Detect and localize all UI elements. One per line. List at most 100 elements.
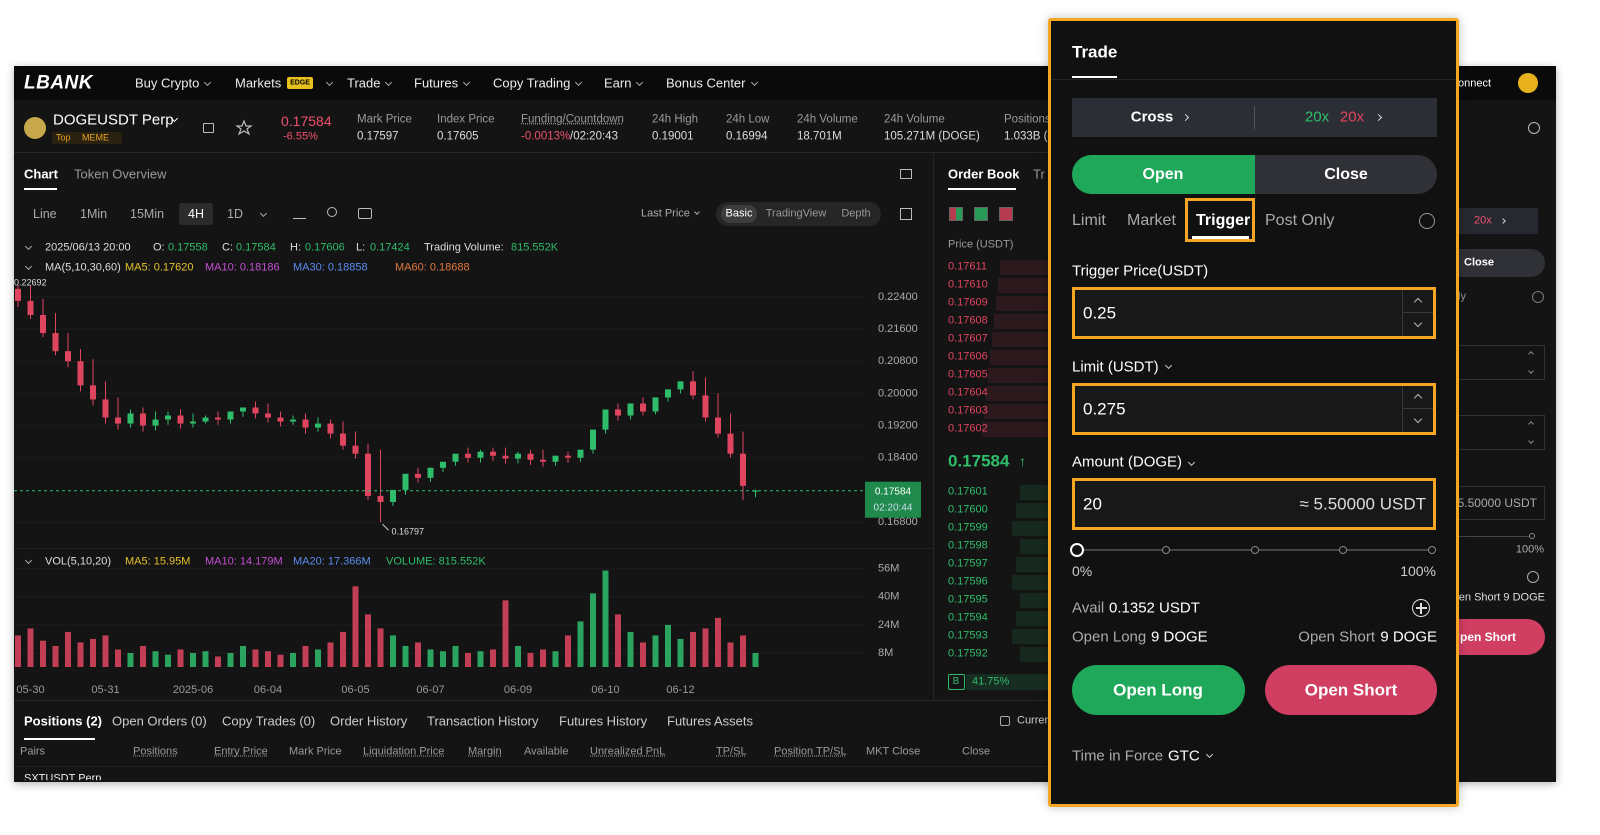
positions-tab[interactable]: Order History — [330, 713, 408, 729]
margin-mode[interactable]: Cross — [1130, 108, 1174, 126]
x-tick-label: 06-12 — [666, 684, 694, 696]
open-short-button[interactable] — [1265, 665, 1437, 715]
settings-icon — [1528, 122, 1540, 134]
column-header: Available — [524, 745, 569, 758]
positions-tab[interactable]: Transaction History — [427, 713, 539, 729]
ma-legend-item: MA30: 0.18858 — [293, 261, 368, 274]
side-close[interactable]: Close — [1324, 166, 1368, 183]
fullscreen-icon[interactable] — [900, 169, 912, 179]
drawing-icon — [327, 207, 337, 217]
interval[interactable]: 4H — [188, 206, 204, 221]
candle-body — [265, 413, 271, 418]
book-view-icon[interactable] — [949, 207, 963, 221]
chart-tab[interactable]: Token Overview — [74, 166, 167, 182]
price-source[interactable]: Last Price — [641, 207, 690, 220]
open-long-button[interactable] — [1072, 665, 1245, 715]
ratio-value: 41.75% — [972, 675, 1010, 688]
positions-tab[interactable]: Positions (2) — [24, 713, 103, 729]
bid-row-bg — [1020, 647, 1048, 662]
short-leverage[interactable]: 20x — [1339, 108, 1365, 126]
positions-tab[interactable]: Futures History — [559, 713, 648, 729]
interval[interactable]: 1D — [227, 206, 243, 221]
bid-price: 0.17600 — [948, 503, 988, 516]
volume-bar — [602, 570, 609, 667]
stat-value: 1.033B ( — [1004, 130, 1048, 143]
nav-item[interactable]: Bonus Center — [666, 75, 746, 91]
nav-item[interactable]: Trade — [347, 75, 381, 91]
tif-value[interactable]: GTC — [1168, 747, 1200, 765]
price-change: -6.55% — [283, 130, 318, 143]
candle-body — [677, 381, 684, 390]
order-type-tab[interactable]: Limit — [1072, 212, 1106, 229]
ask-row-bg — [994, 314, 1048, 329]
book-icon[interactable] — [203, 123, 214, 133]
candle-body — [740, 453, 746, 486]
order-book-tab[interactable]: Order Book — [948, 166, 1020, 182]
expand-icon[interactable] — [900, 208, 912, 220]
checkbox[interactable] — [1000, 716, 1010, 726]
plot-area: 0.22692 0.16797 05-30 05-31 2025-06 06-04 06-0… — [14, 278, 865, 696]
candle-body — [15, 288, 21, 301]
side-open[interactable]: Open — [1142, 166, 1184, 183]
field-label: Trigger Price(USDT) — [1072, 262, 1209, 280]
candle-body — [427, 467, 434, 478]
candle-body — [602, 409, 609, 430]
open-side[interactable] — [1072, 155, 1255, 194]
positions-tab[interactable]: Futures Assets — [667, 713, 753, 729]
avail-value: 0.1352 USDT — [1109, 599, 1200, 617]
nav-item[interactable]: Buy Crypto — [135, 75, 200, 91]
order-type-tab[interactable]: Post Only — [1265, 212, 1335, 229]
open-short-text[interactable]: Open Short — [1304, 680, 1398, 700]
plus-v — [1420, 603, 1422, 614]
open-short-size: 9 DOGE — [1380, 628, 1437, 646]
view-option[interactable]: Depth — [841, 207, 871, 220]
nav-item[interactable]: Copy Trading — [493, 75, 571, 91]
book-view-icon[interactable] — [974, 207, 988, 221]
camera-icon[interactable] — [358, 208, 372, 219]
book-view-icon[interactable] — [999, 207, 1013, 221]
spinner-divider — [1402, 290, 1403, 336]
nav-item[interactable]: Earn — [604, 75, 632, 91]
x-tick-label: 06-09 — [504, 684, 532, 696]
volume-bar — [277, 654, 284, 667]
input-field[interactable] — [1072, 383, 1436, 435]
long-leverage[interactable]: 20x — [1304, 108, 1330, 126]
interval[interactable]: 1Min — [80, 206, 108, 221]
interval[interactable]: 15Min — [130, 206, 165, 221]
tab-underline — [24, 188, 57, 190]
row-divider — [14, 766, 1048, 767]
field-label: Limit (USDT) — [1072, 358, 1159, 376]
candle-body — [377, 495, 384, 502]
volume-bar — [590, 593, 596, 667]
legend-value: 815.552K — [511, 241, 559, 254]
input-value: 0.275 — [1083, 399, 1126, 419]
favorite-icon[interactable] — [235, 119, 253, 136]
order-type-tab[interactable]: Trigger — [1196, 212, 1251, 229]
view-option[interactable]: Basic — [725, 207, 753, 220]
logo[interactable]: LBANK — [24, 72, 93, 94]
candle-body — [590, 429, 596, 450]
view-option[interactable]: TradingView — [765, 207, 827, 220]
trades-tab[interactable]: Tr — [1033, 166, 1045, 182]
chart-tab[interactable]: Chart — [24, 166, 58, 182]
nav-item[interactable]: Markets — [235, 75, 282, 91]
positions-tab[interactable]: Open Orders (0) — [112, 713, 207, 729]
stat-label: 24h Volume — [884, 113, 945, 126]
symbol[interactable]: DOGEUSDT Perp — [53, 111, 174, 129]
slider-min: 0% — [1072, 563, 1093, 579]
input-field[interactable] — [1072, 287, 1436, 339]
amount-usdt: 5.50000 USDT — [1457, 496, 1537, 510]
spinner-divider — [1403, 312, 1433, 313]
interval[interactable]: Line — [33, 206, 57, 221]
indicator-icon[interactable] — [293, 208, 306, 219]
volume-bar — [440, 651, 446, 667]
slider-step — [1339, 546, 1347, 554]
positions-tab[interactable]: Copy Trades (0) — [222, 713, 316, 729]
nav-item[interactable]: Futures — [414, 75, 459, 91]
connect-button[interactable]: onnect — [1458, 77, 1492, 90]
input-field[interactable] — [1072, 478, 1436, 530]
order-type-tab[interactable]: Market — [1127, 212, 1176, 229]
bid-row-bg — [1012, 629, 1048, 644]
open-long-text[interactable]: Open Long — [1113, 680, 1203, 700]
